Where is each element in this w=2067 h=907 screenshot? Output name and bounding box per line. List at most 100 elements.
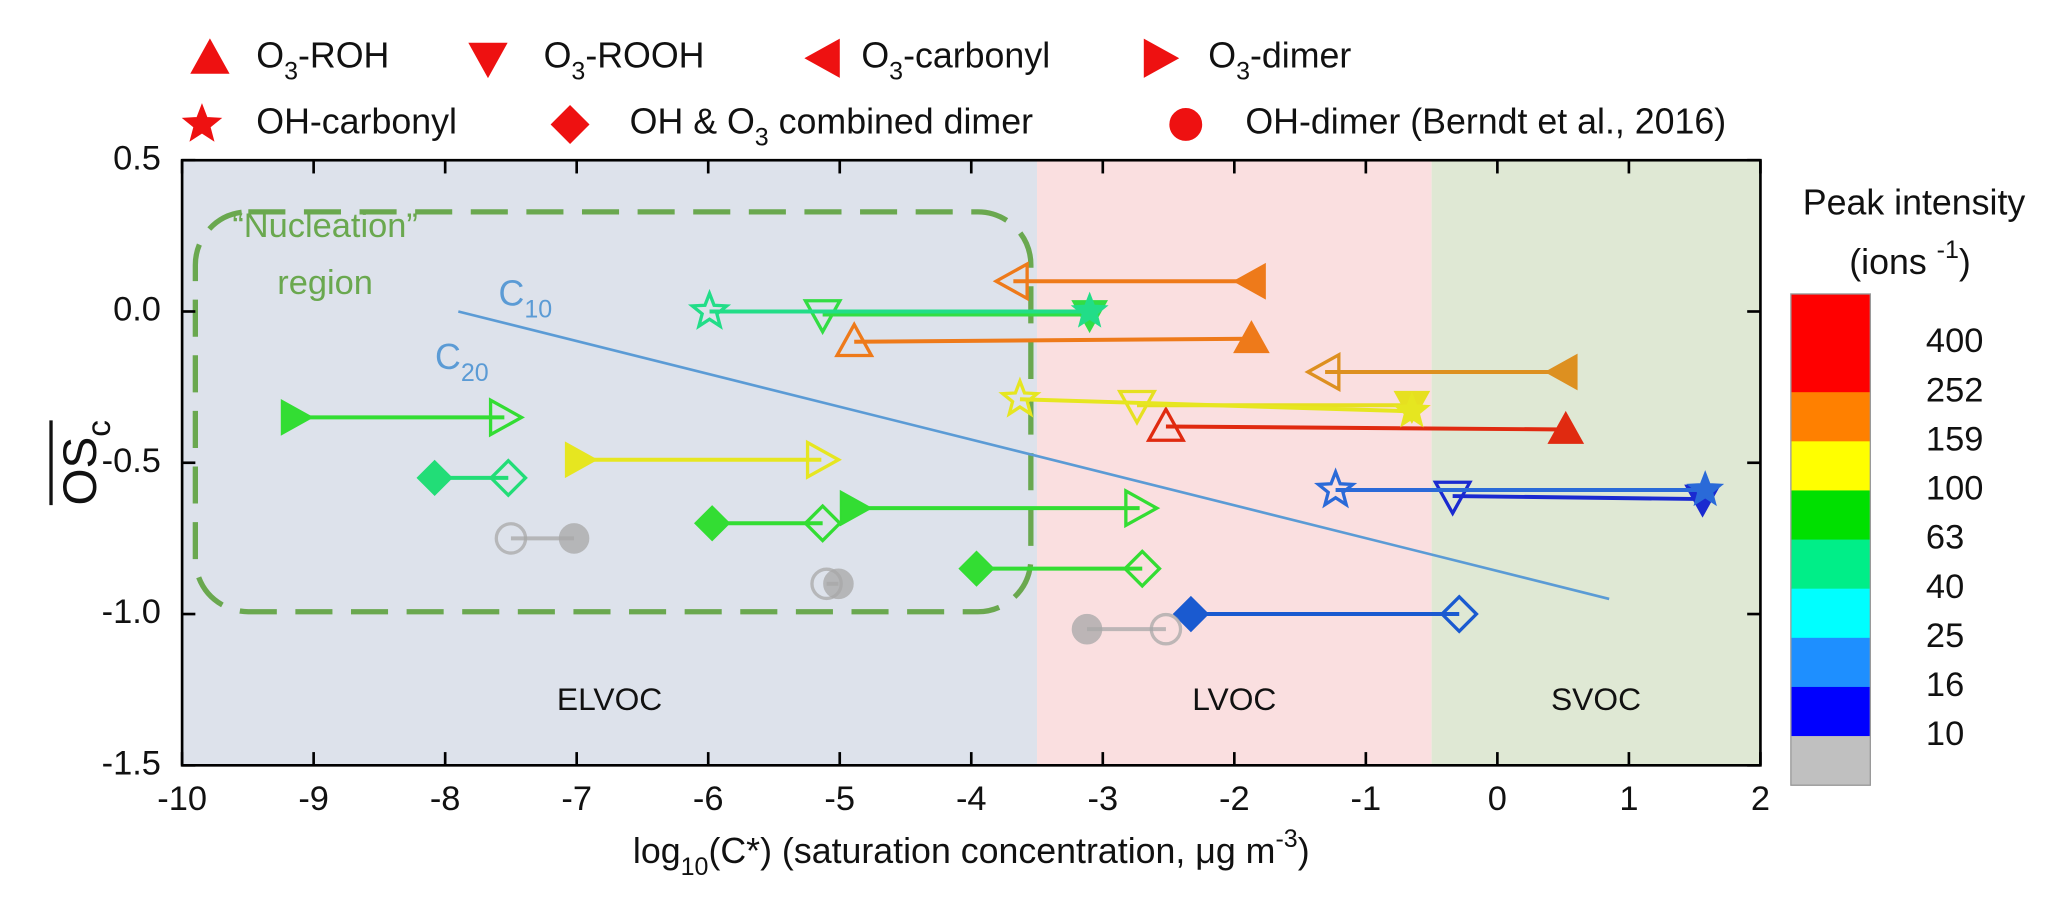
- text-part: -dimer: [1250, 36, 1351, 76]
- colorbar-frame: [1790, 293, 1871, 786]
- open-marker: [1145, 405, 1186, 442]
- legend-marker: [1143, 38, 1180, 78]
- open-marker: [1124, 488, 1161, 529]
- y-tick-label: -0.5: [102, 442, 161, 480]
- legend-marker: [181, 103, 223, 142]
- legend-label: OH & O3 combined dimer: [630, 102, 1033, 151]
- subscript: 10: [681, 853, 709, 881]
- colorbar-block: [1790, 539, 1871, 590]
- open-marker: [1122, 549, 1162, 589]
- colorbar-label: 25: [1926, 617, 1964, 655]
- open-marker: [1439, 594, 1479, 634]
- legend-label: O3-ROH: [256, 36, 389, 85]
- y-tick-label: -1.5: [102, 744, 161, 782]
- filled-marker: [839, 489, 873, 527]
- open-marker: [805, 439, 842, 480]
- x-tick-label: -8: [430, 780, 461, 818]
- open-marker: [1149, 612, 1183, 646]
- text-part: combined dimer: [769, 102, 1033, 142]
- x-tick-label: 0: [1488, 780, 1507, 818]
- x-tick-label: 1: [1619, 780, 1638, 818]
- text-part: 3: [571, 57, 585, 85]
- open-marker: [494, 522, 528, 555]
- colorbar-label: 159: [1926, 420, 1983, 458]
- filled-marker: [564, 441, 598, 479]
- y-tick-label: 0.0: [113, 291, 161, 329]
- open-marker: [1432, 480, 1473, 517]
- text-part: O: [544, 36, 572, 76]
- background-layer: [182, 160, 1761, 766]
- colorbar-label: 252: [1926, 371, 1983, 409]
- text-part: 3: [284, 57, 298, 85]
- text-part: C: [435, 338, 461, 378]
- colorbar-label: 16: [1926, 666, 1964, 704]
- supscript: -1: [1937, 235, 1959, 263]
- colorbar-label: 40: [1926, 568, 1964, 606]
- text-part: O: [256, 36, 284, 76]
- open-marker: [1304, 351, 1341, 393]
- colorbar-block: [1790, 637, 1871, 688]
- colorbar-block: [1790, 343, 1871, 393]
- open-marker: [992, 261, 1029, 302]
- subscript: c: [81, 420, 118, 437]
- legend-marker: [468, 42, 508, 79]
- colorbar-block: [1790, 293, 1871, 344]
- text-part: O: [861, 36, 889, 76]
- y-axis-title: OSc: [53, 420, 118, 506]
- x-tick-label: -1: [1351, 780, 1382, 818]
- colorbar-block: [1790, 490, 1871, 541]
- text-part: ): [1298, 831, 1310, 871]
- x-axis-title: log10(C*) (saturation concentration, μg …: [633, 825, 1310, 881]
- colorbar-label: 10: [1926, 715, 1964, 753]
- legend-marker: [190, 38, 230, 74]
- x-tick-label: -6: [693, 780, 724, 818]
- x-tick-label: -2: [1219, 780, 1250, 818]
- legend-label: O3-dimer: [1208, 36, 1351, 85]
- text-part: OH & O: [630, 102, 755, 142]
- filled-marker: [1233, 320, 1270, 354]
- text-part: (C*) (saturation concentration, μg m: [708, 831, 1275, 871]
- open-marker: [687, 288, 732, 330]
- reference-label: C10: [499, 274, 553, 323]
- colorbar-label: 63: [1926, 519, 1964, 557]
- filled-marker: [1070, 291, 1109, 328]
- legend-marker: [1169, 108, 1203, 141]
- connector-line: [1019, 397, 1412, 414]
- subscript: 10: [524, 295, 552, 323]
- colorbar-block: [1790, 686, 1871, 737]
- x-tick-label: -10: [157, 780, 207, 818]
- colorbar-block: [1790, 392, 1871, 442]
- filled-marker: [958, 550, 995, 587]
- connector-line: [1452, 494, 1703, 502]
- open-marker: [488, 397, 525, 438]
- region: [1431, 160, 1761, 766]
- filled-marker: [416, 459, 453, 497]
- filled-marker: [1547, 410, 1585, 444]
- text-part: 3: [889, 57, 903, 85]
- filled-marker: [1232, 262, 1266, 300]
- colorbar-label: 100: [1926, 470, 1983, 508]
- x-tick-label: 2: [1751, 780, 1770, 818]
- legend-label: O3-ROOH: [544, 36, 705, 85]
- filled-marker: [823, 568, 854, 600]
- colorbar-title: Peak intensity: [1803, 183, 2026, 223]
- x-tick-label: -3: [1087, 780, 1118, 818]
- text-part: C: [499, 274, 525, 314]
- open-marker: [488, 458, 528, 498]
- text-part: 3: [755, 123, 769, 151]
- reference-line: [457, 310, 1610, 601]
- text-part: OH-dimer (Berndt et al., 2016): [1245, 102, 1726, 142]
- colorbar-unit: (ions -1): [1849, 235, 1971, 282]
- filled-marker: [1392, 391, 1431, 428]
- legend-marker: [550, 104, 590, 144]
- region-label: ELVOC: [557, 681, 662, 717]
- text-part: -ROOH: [585, 36, 704, 76]
- open-marker: [1116, 389, 1158, 426]
- text-part: OH-carbonyl: [256, 102, 457, 142]
- filled-marker: [1686, 470, 1725, 507]
- open-marker: [998, 376, 1042, 418]
- text-part: -carbonyl: [903, 36, 1050, 76]
- connector-line: [1165, 424, 1566, 432]
- y-tick-label: -1.0: [102, 593, 161, 631]
